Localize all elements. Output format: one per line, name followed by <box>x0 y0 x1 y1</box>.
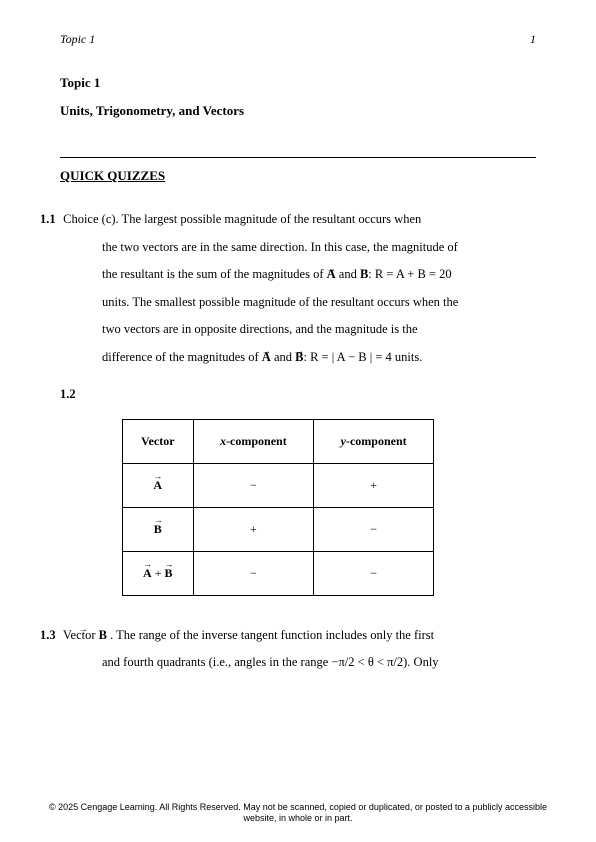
q11-line5b: : R = | A − B | = 4 units. <box>303 350 422 364</box>
vector-a: A <box>262 350 271 364</box>
q11-line1: the two vectors are in the same directio… <box>102 240 458 254</box>
q11-and1: and <box>336 267 360 281</box>
question-1-3: 1.3 Vector B . The range of the inverse … <box>60 622 536 677</box>
col-x: x-component <box>193 419 314 463</box>
cell: + <box>314 463 434 507</box>
vector-a: A <box>327 267 336 281</box>
q11-line2b: : R = A + B = 20 <box>368 267 451 281</box>
cell: − <box>314 507 434 551</box>
col-vector: Vector <box>123 419 194 463</box>
question-1-2: 1.2 <box>60 381 536 409</box>
question-1-1: 1.1 Choice (c). The largest possible mag… <box>60 206 536 371</box>
question-lead: Choice (c). The largest possible magnitu… <box>60 212 421 226</box>
table-row: A − + <box>123 463 434 507</box>
cell: − <box>193 551 314 595</box>
cell: − <box>314 551 434 595</box>
vector-a: A <box>153 478 162 492</box>
header-left: Topic 1 <box>60 32 95 47</box>
topic-title: Units, Trigonometry, and Vectors <box>60 103 536 119</box>
col-y: y-component <box>314 419 434 463</box>
vector-b: B <box>360 267 368 281</box>
q11-line4: two vectors are in opposite directions, … <box>102 322 418 336</box>
q13-body: and fourth quadrants (i.e., angles in th… <box>102 655 439 669</box>
copyright-footer: © 2025 Cengage Learning. All Rights Rese… <box>0 802 596 825</box>
header-right: 1 <box>530 32 536 47</box>
q11-line3: units. The smallest possible magnitude o… <box>102 295 458 309</box>
vector-a: A <box>143 566 152 580</box>
section-heading: QUICK QUIZZES <box>60 168 536 184</box>
section-divider <box>60 157 536 158</box>
q11-line5a: difference of the magnitudes of <box>102 350 262 364</box>
page-header: Topic 1 1 <box>60 32 536 47</box>
cell: − <box>193 463 314 507</box>
vector-b: B <box>99 628 107 642</box>
q13-rest: . The range of the inverse tangent funct… <box>107 628 434 642</box>
vector-b: B <box>164 566 172 580</box>
vector-b: B <box>154 522 162 536</box>
cell: + <box>193 507 314 551</box>
vector-b: B <box>295 350 303 364</box>
table-row: B + − <box>123 507 434 551</box>
table-row: A + B − − <box>123 551 434 595</box>
question-number: 1.2 <box>60 381 76 409</box>
q11-line2a: the resultant is the sum of the magnitud… <box>102 267 327 281</box>
q11-and2: and <box>271 350 295 364</box>
topic-number: Topic 1 <box>60 75 536 91</box>
vector-components-table: Vector x-component y-component A − + B +… <box>122 419 434 596</box>
